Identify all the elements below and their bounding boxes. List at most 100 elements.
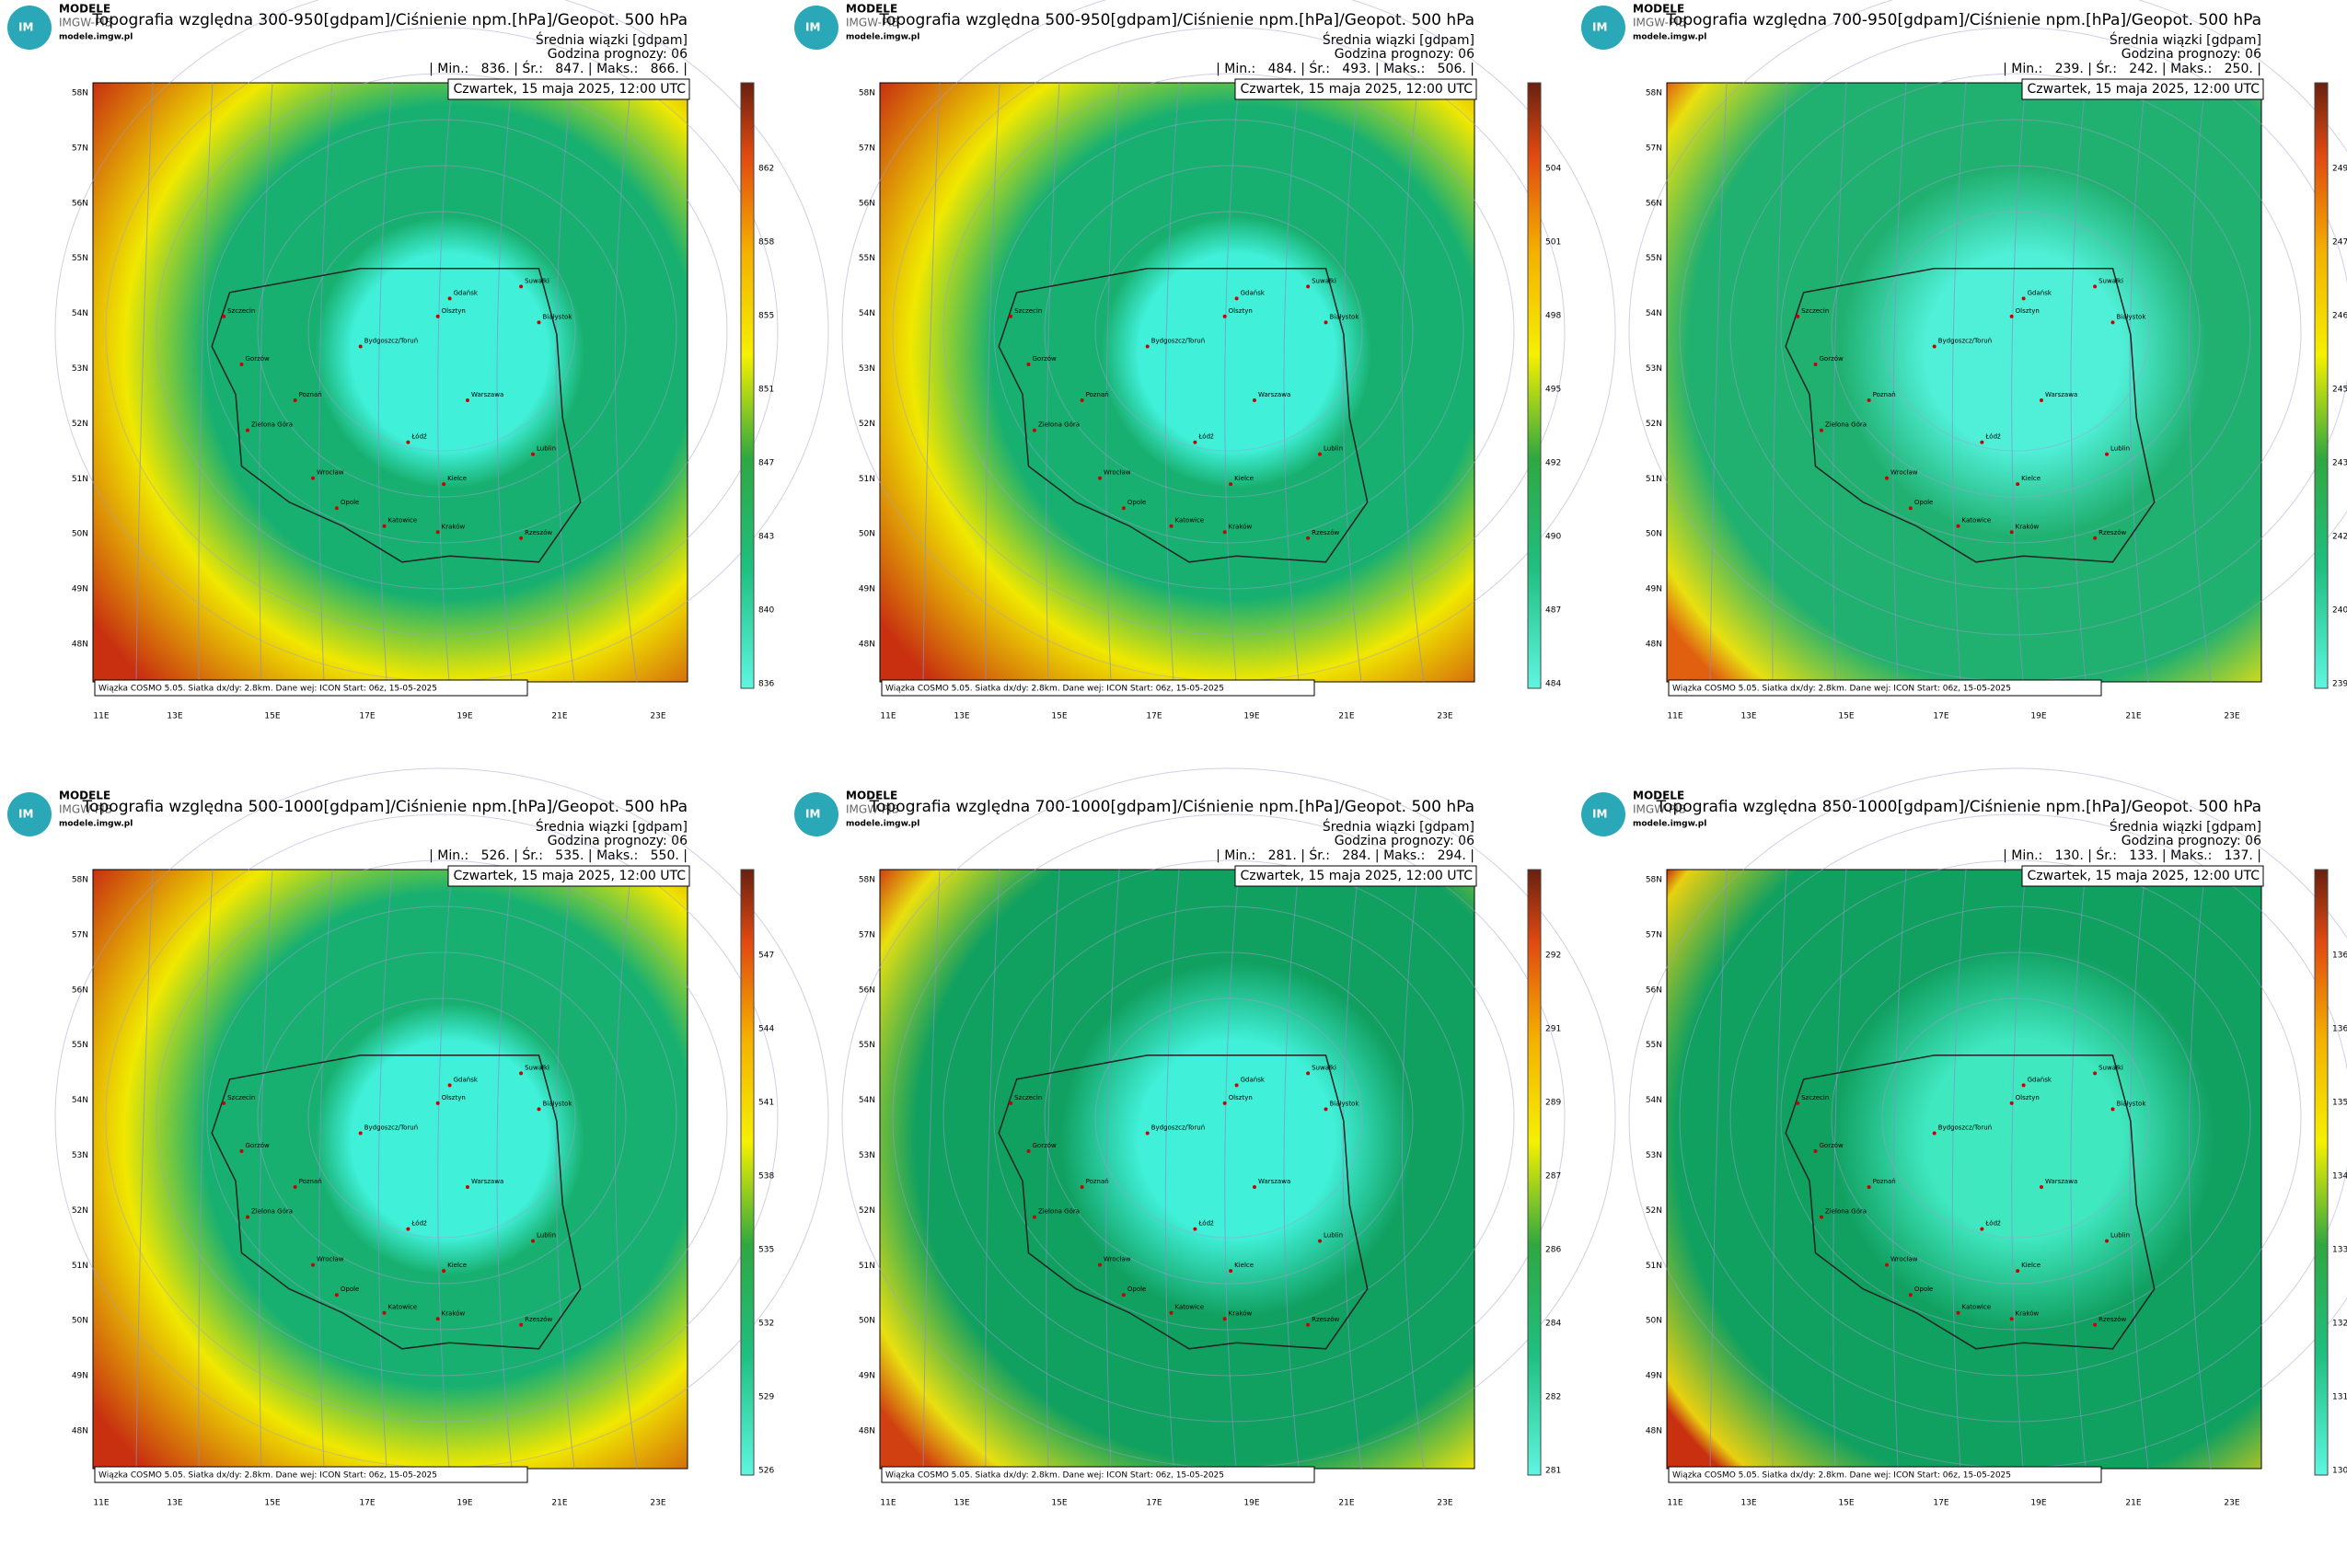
isoline [1951,869,1967,1470]
city-dot [2009,530,2014,535]
colorbar [2314,869,2329,1476]
city-label: Kielce [1234,475,1254,482]
colorbar [740,869,755,1476]
date-box [2021,78,2264,100]
date: Czwartek, 15 maja 2025, 12:00 UTC [1241,869,1474,883]
city-dot [1980,440,1984,444]
isoline [2188,82,2212,683]
logo-circle [7,792,52,836]
isoline [377,869,393,1470]
colorbar-label: 484 [1545,680,1561,689]
stats: | Min.: 239. | Śr.: 242. | Maks.: 250. | [2003,60,2261,76]
city-dot [1819,428,1823,432]
city-dot [1252,1185,1256,1190]
lon-label: 23E [1437,1499,1452,1508]
city-dot [2105,1239,2110,1243]
city-label: Warszawa [1258,1178,1290,1185]
city-dot [1229,482,1233,487]
lon-label: 21E [551,712,567,721]
lon-label: 23E [650,712,665,721]
colorbar-label: 247 [2332,238,2347,248]
isoline [1892,82,1907,683]
isoline [1709,869,1728,1470]
city-label: Poznań [299,1178,322,1185]
lat-label: 58N [1646,876,1662,885]
isoline [555,82,575,683]
colorbar-label: 851 [758,386,774,395]
lat-label: 49N [1646,1372,1662,1381]
isoline [1342,82,1362,683]
logo-text: IM [805,21,820,34]
subtitle: Średnia wiązki [gdpam] [536,818,688,835]
isoline [1046,82,1060,683]
footer-box [881,679,1315,697]
city-label: Łódź [1197,1220,1214,1228]
isoline [1401,82,1425,683]
city-dot [435,1101,440,1105]
lat-label: 57N [859,144,875,153]
isoline [993,119,1464,544]
colorbar [740,82,755,689]
forecast-hour: Godzina prognozy: 06 [1335,834,1474,848]
footer: Wiązka COSMO 5.05. Siatka dx/dy: 2.8km. … [98,1471,437,1481]
logo-circle [794,792,838,836]
city-dot [334,506,339,511]
city-dot [2093,536,2098,540]
colorbar-label: 132 [2332,1320,2347,1329]
city-label: Gdańsk [2028,1076,2052,1083]
lon-label: 23E [2224,712,2239,721]
city-label: Bydgoszcz/Toruń [364,337,418,344]
city-label: Wrocław [1890,469,1918,477]
city-dot [1813,362,1818,366]
city-dot [1306,1322,1311,1327]
country-border [1785,1055,2156,1350]
map [92,869,688,1470]
city-label: Katowice [1962,1304,1992,1311]
colorbar-label: 249 [2332,165,2347,174]
lat-label: 52N [1646,1206,1662,1216]
logo-url: modele.imgw.pl [59,33,133,42]
colorbar-label: 286 [1545,1246,1561,1255]
city-label: Wrocław [317,1256,344,1263]
colorbar-label: 858 [758,238,774,248]
city-label: Zielona Góra [1825,1208,1867,1216]
city-label: Białystok [543,313,573,320]
city-label: Białystok [543,1100,573,1107]
city-label: Lublin [537,445,556,453]
isoline [2129,82,2149,683]
footer: Wiązka COSMO 5.05. Siatka dx/dy: 2.8km. … [885,1471,1224,1481]
isoline [437,869,453,1470]
isoline [135,82,154,683]
colorbar-label: 242 [2332,533,2347,542]
logo-name: MODELE [59,3,110,16]
city-dot [2039,1185,2043,1190]
lat-label: 57N [72,144,88,153]
lat-label: 49N [72,1372,88,1381]
country-border [998,1055,1369,1350]
lon-label: 17E [1933,712,1948,721]
city-dot [1980,1227,1984,1231]
city-dot [1009,314,1013,318]
city-dot [1956,1310,1960,1315]
city-dot [1121,506,1126,511]
city-label: Opole [1127,1286,1147,1293]
country-border [1785,268,2156,563]
lat-label: 56N [859,199,875,208]
stats: | Min.: 526. | Śr.: 535. | Maks.: 550. | [429,847,688,863]
lat-label: 54N [1646,309,1662,318]
isoline [198,82,214,683]
stats: | Min.: 281. | Śr.: 284. | Maks.: 294. | [1216,847,1474,863]
isoline [1105,82,1120,683]
isoline [2011,82,2027,683]
city-dot [435,530,440,535]
city-dot [2009,1317,2014,1321]
city-dot [406,1227,410,1231]
lat-label: 58N [859,876,875,885]
colorbar [1527,82,1542,689]
colorbar-label: 245 [2332,386,2347,395]
city-dot [1229,1269,1233,1274]
lat-label: 56N [1646,986,1662,995]
city-label: Zielona Góra [1825,421,1867,429]
city-label: Wrocław [1104,1256,1131,1263]
isoline [1772,869,1787,1470]
